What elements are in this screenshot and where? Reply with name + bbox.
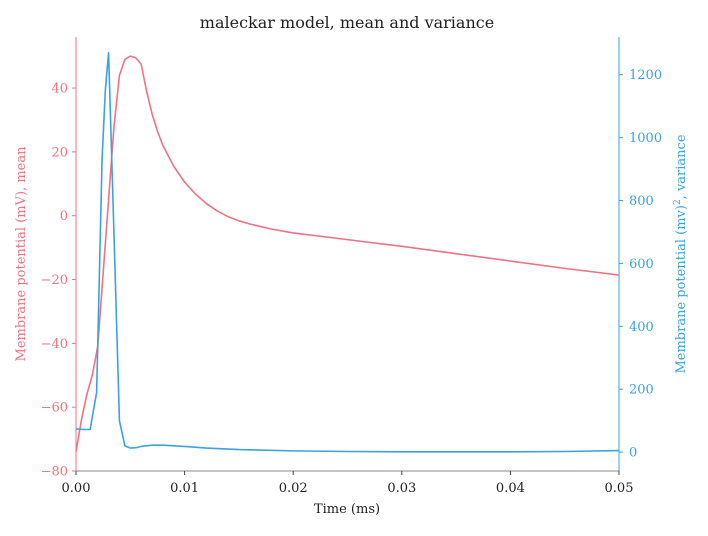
right-y-axis: 0 200 400 600 800 1000 1200 <box>618 37 662 471</box>
right-y-axis-label-base: Membrane potential (mv) <box>674 205 689 374</box>
variance-series-line <box>75 51 620 453</box>
chart-title: maleckar model, mean and variance <box>200 13 494 32</box>
left-tick-label: 40 <box>51 82 68 97</box>
left-tick-label: −20 <box>41 273 68 288</box>
right-tick-label: 800 <box>629 194 654 209</box>
x-axis: 0.00 0.01 0.02 0.03 0.04 0.05 <box>62 470 634 496</box>
right-tick-label: 400 <box>629 320 654 335</box>
x-tick-label: 0.00 <box>62 481 91 496</box>
left-tick-label: 0 <box>60 209 68 224</box>
right-y-axis-label-superscript: 2 <box>673 199 683 205</box>
left-tick-label: −60 <box>41 401 68 416</box>
left-tick-label: −80 <box>41 465 68 480</box>
left-tick-label: −40 <box>41 337 68 352</box>
left-tick-label: 20 <box>51 145 68 160</box>
x-tick-label: 0.04 <box>496 481 525 496</box>
right-y-axis-label-suffix: , variance <box>674 134 689 199</box>
right-tick-label: 200 <box>629 383 654 398</box>
series-lines <box>75 51 620 453</box>
right-tick-label: 1000 <box>629 131 662 146</box>
right-tick-label: 0 <box>629 446 637 461</box>
right-tick-label: 1200 <box>629 68 662 83</box>
x-tick-label: 0.01 <box>170 481 199 496</box>
x-tick-label: 0.05 <box>605 481 634 496</box>
left-y-axis-label: Membrane potential (mV), mean <box>14 146 29 362</box>
x-tick-label: 0.02 <box>279 481 308 496</box>
mean-series-line <box>75 55 620 452</box>
left-y-axis: −80 −60 −40 −20 0 20 40 <box>41 37 77 480</box>
right-tick-label: 600 <box>629 257 654 272</box>
right-y-axis-label: Membrane potential (mv)2, variance <box>673 134 689 373</box>
x-tick-label: 0.03 <box>387 481 416 496</box>
x-axis-label: Time (ms) <box>314 502 380 517</box>
